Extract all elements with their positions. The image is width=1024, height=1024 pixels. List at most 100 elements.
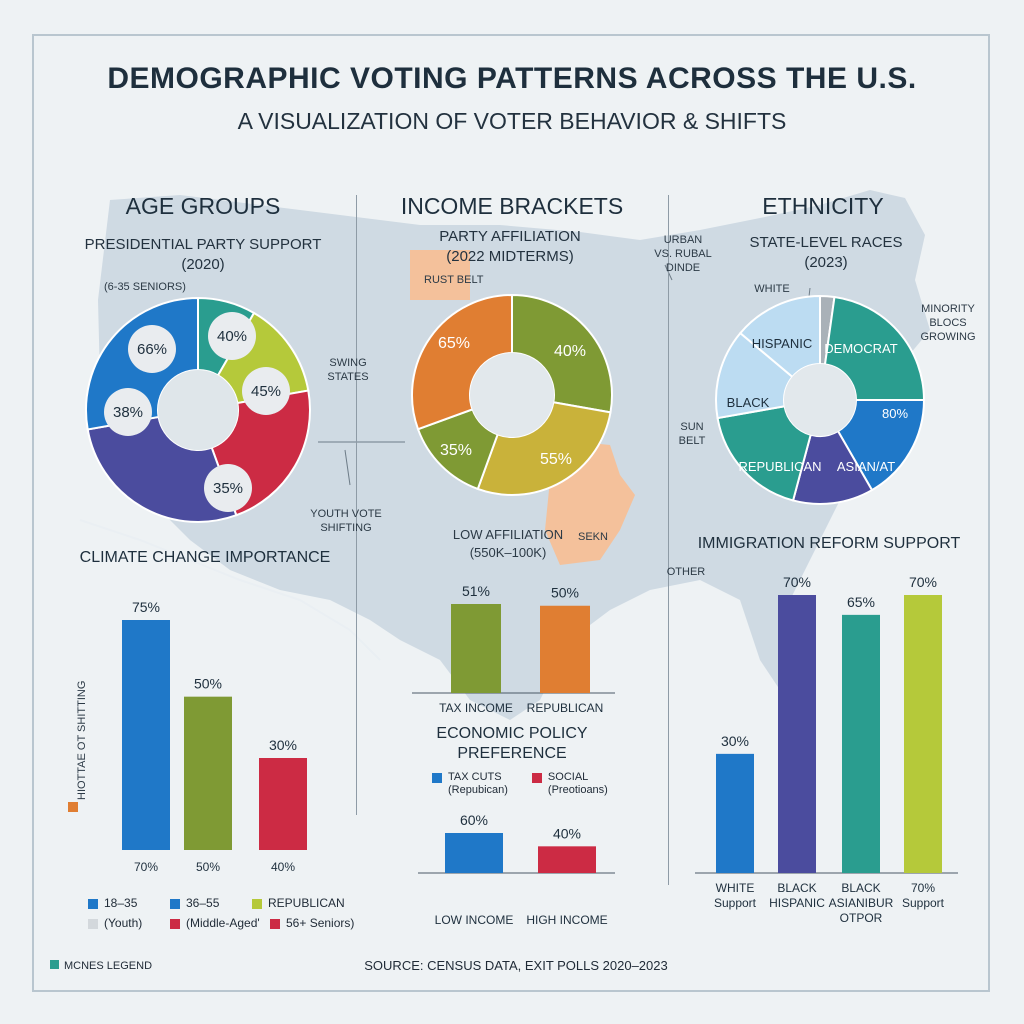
eth-donut-label: HISPANIC bbox=[752, 336, 812, 351]
bar bbox=[904, 595, 942, 873]
bar bbox=[184, 696, 232, 850]
income-donut-year: (2022 MIDTERMS) bbox=[446, 248, 574, 265]
page-frame bbox=[32, 34, 990, 992]
eth-donut-year: (2023) bbox=[804, 254, 848, 271]
bar bbox=[716, 753, 754, 873]
age-donut-label-bubble bbox=[208, 312, 256, 360]
bar-data-label: 70% bbox=[783, 574, 811, 590]
income-note-low-affiliation: LOW AFFILIATION bbox=[452, 527, 564, 542]
legend-item: SOCIAL (Preotioans) bbox=[531, 771, 608, 797]
age-donut-label: 45% bbox=[251, 383, 281, 400]
immigration-chart-title: IMMIGRATION REFORM SUPPORT bbox=[697, 535, 961, 552]
bar-data-label: 50% bbox=[194, 676, 222, 692]
income-note-range: (550K–100K) bbox=[469, 545, 547, 560]
section-ethnicity: ETHNICITY bbox=[762, 193, 884, 219]
income-donut-label: 55% bbox=[540, 451, 572, 468]
divider-right bbox=[668, 195, 669, 885]
footer-legend-swatch bbox=[50, 960, 59, 969]
bar-data-label: 51% bbox=[462, 583, 490, 599]
note-swing-states: SWING STATES bbox=[327, 357, 369, 383]
section-income: INCOME BRACKETS bbox=[400, 193, 624, 219]
bar-data-label: 50% bbox=[551, 585, 579, 601]
bar-category-label: TAX INCOME bbox=[439, 701, 513, 715]
bar-data-label: 30% bbox=[269, 737, 297, 753]
bar-category-label: BLACK bbox=[841, 881, 880, 895]
bar-category-label: WHITE bbox=[716, 881, 755, 895]
age-donut-label-bubble bbox=[242, 367, 290, 415]
bar bbox=[259, 758, 307, 850]
bar-data-label: 30% bbox=[721, 733, 749, 749]
age-donut-label: 40% bbox=[217, 328, 247, 345]
bar-category-label: 40% bbox=[271, 860, 295, 874]
bar bbox=[451, 604, 501, 693]
age-donut-label-bubble bbox=[204, 464, 252, 512]
page-title: DEMOGRAPHIC VOTING PATTERNS ACROSS THE U… bbox=[107, 62, 917, 95]
bar-data-label: 60% bbox=[460, 812, 488, 828]
income-donut-label: 40% bbox=[554, 343, 586, 360]
bar-category-label: Support bbox=[714, 896, 757, 910]
income-donut-label: 65% bbox=[438, 335, 470, 352]
age-donut-hole bbox=[158, 370, 238, 450]
rust-belt-region bbox=[410, 250, 470, 300]
bar-category-label: 70% bbox=[911, 881, 935, 895]
legend-item: (Youth) bbox=[88, 913, 170, 933]
legend-item: 36–55 bbox=[170, 893, 252, 913]
note-other: OTHER bbox=[666, 566, 706, 578]
climate-y-swatch bbox=[68, 802, 78, 812]
eth-donut-hole bbox=[784, 364, 856, 436]
income-donut-title: PARTY AFFILIATION bbox=[439, 228, 581, 245]
bar bbox=[538, 846, 596, 873]
bar-data-label: 65% bbox=[847, 594, 875, 610]
bar-category-label: Support bbox=[902, 896, 945, 910]
legend-item: 18–35 bbox=[88, 893, 170, 913]
legend-item: (Middle-Aged' bbox=[170, 913, 270, 933]
bar-category-label: HIGH INCOME bbox=[526, 913, 607, 927]
eth-donut-label: BLACK bbox=[727, 395, 770, 410]
age-donut-tag: (6-35 SENIORS) bbox=[104, 281, 186, 293]
economic-legend: TAX CUTS (Repubican) SOCIAL (Preotioans) bbox=[432, 771, 608, 797]
bar-category-label: BLACK bbox=[777, 881, 816, 895]
note-sun-belt: SUN BELT bbox=[678, 421, 706, 447]
age-donut-label: 66% bbox=[137, 341, 167, 358]
bar bbox=[778, 595, 816, 873]
age-donut-title: PRESIDENTIAL PARTY SUPPORT bbox=[84, 236, 322, 253]
legend-item: REPUBLICAN bbox=[252, 893, 352, 913]
income-donut-hole bbox=[470, 353, 554, 437]
bar bbox=[445, 833, 503, 873]
note-urban-rural: URBAN VS. RUBAL DINDE bbox=[654, 234, 712, 274]
footer-legend: MCNES LEGEND bbox=[50, 960, 152, 972]
bar-category-label: ASIANIBUR bbox=[829, 896, 894, 910]
eth-donut-label: 80% bbox=[882, 406, 908, 421]
economic-chart-title: ECONOMIC POLICY PREFERENCE bbox=[436, 725, 588, 762]
page-subtitle: A VISUALIZATION OF VOTER BEHAVIOR & SHIF… bbox=[237, 108, 787, 134]
legend-item: 56+ Seniors) bbox=[270, 913, 358, 933]
bar-category-label: 70% bbox=[134, 860, 158, 874]
age-donut-label: 35% bbox=[213, 480, 243, 497]
eth-donut-title: STATE-LEVEL RACES bbox=[749, 234, 903, 251]
bar bbox=[540, 605, 590, 693]
legend-item: TAX CUTS (Repubican) bbox=[432, 771, 508, 797]
bar-data-label: 75% bbox=[132, 599, 160, 615]
section-age: AGE GROUPS bbox=[125, 193, 281, 219]
bar-category-label: HISPANIC bbox=[769, 896, 825, 910]
climate-chart-title: CLIMATE CHANGE IMPORTANCE bbox=[79, 549, 331, 566]
climate-legend: 18–35 36–55 REPUBLICAN (Youth) (Middle-A… bbox=[88, 893, 358, 933]
age-donut-label-bubble bbox=[104, 388, 152, 436]
eth-white-label: WHITE bbox=[754, 283, 790, 295]
bar bbox=[122, 620, 170, 850]
age-donut-label: 38% bbox=[113, 404, 143, 421]
note-sekn: SEKN bbox=[578, 531, 608, 543]
bar-category-label: LOW INCOME bbox=[435, 913, 514, 927]
note-minority-blocs: MINORITY BLOCS GROWING bbox=[920, 303, 976, 343]
footer-source: SOURCE: CENSUS DATA, EXIT POLLS 2020–202… bbox=[364, 958, 668, 973]
bar-category-label: 50% bbox=[196, 860, 220, 874]
age-donut-year: (2020) bbox=[181, 256, 225, 273]
bar-category-label: OTPOR bbox=[840, 911, 883, 925]
income-donut-label: 35% bbox=[440, 442, 472, 459]
bar bbox=[842, 614, 880, 873]
bar-data-label: 70% bbox=[909, 574, 937, 590]
eth-donut-segment bbox=[738, 294, 821, 379]
